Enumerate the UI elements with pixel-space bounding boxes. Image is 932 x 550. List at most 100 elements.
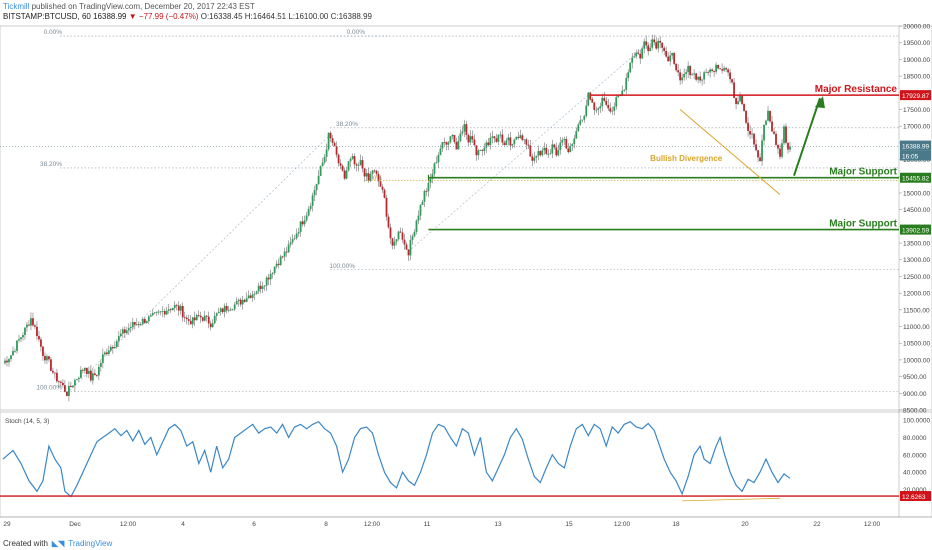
- candle-body: [105, 352, 108, 355]
- candle-body: [259, 285, 262, 289]
- created-with-label: Created with: [3, 539, 48, 548]
- support-price-tag-2-bg: [900, 224, 931, 235]
- candle-body: [565, 138, 568, 149]
- candle-body: [583, 115, 586, 120]
- candle-body: [81, 369, 84, 371]
- candle-body: [717, 64, 719, 69]
- candle-body: [48, 356, 50, 360]
- candle-body: [573, 138, 576, 145]
- author-link[interactable]: Tickmill: [3, 2, 30, 11]
- candle-body: [129, 327, 132, 329]
- candle-body: [68, 385, 70, 397]
- candle-body: [22, 334, 24, 338]
- candle-body: [70, 385, 72, 388]
- candle-body: [353, 156, 356, 165]
- candle-body: [693, 73, 696, 75]
- candle-body: [729, 72, 731, 80]
- stoch-divergence-line: [682, 497, 781, 502]
- time-tick-label: 29: [3, 521, 11, 528]
- candle-body: [701, 79, 704, 81]
- candle-body: [313, 190, 316, 196]
- candle-body: [85, 367, 88, 374]
- candle-body: [465, 124, 468, 135]
- candle-body: [287, 244, 290, 253]
- candle-body: [325, 149, 328, 157]
- candle-body: [541, 150, 544, 156]
- candle-body: [291, 239, 294, 243]
- candle-body: [469, 136, 472, 143]
- stoch-title: Stoch (14, 5, 3): [5, 418, 49, 425]
- candle-body: [613, 106, 616, 111]
- candle-body: [447, 142, 450, 145]
- candle-body: [425, 190, 428, 192]
- candle-body: [40, 339, 42, 347]
- time-tick-label: 13: [494, 521, 502, 528]
- divergence-line: [679, 109, 781, 196]
- candle-body: [299, 221, 302, 233]
- stoch-tick-label: 60.0000: [903, 452, 927, 459]
- stoch-last-tag-bg: [900, 491, 931, 502]
- candle-body: [457, 140, 460, 150]
- publish-header: Tickmill published on TradingView.com, D…: [3, 2, 255, 11]
- candle-body: [549, 153, 552, 155]
- candle-body: [347, 161, 350, 171]
- candle-body: [713, 71, 715, 72]
- candle-body: [527, 144, 530, 146]
- candle-body: [167, 309, 170, 311]
- candle-body: [83, 367, 86, 371]
- candle-body: [52, 370, 54, 373]
- candle-body: [163, 311, 166, 315]
- candle-body: [97, 366, 100, 376]
- candle-body: [267, 277, 270, 280]
- candle-body: [579, 120, 582, 125]
- candle-body: [155, 311, 158, 313]
- candle-body: [341, 165, 344, 171]
- candle-body: [655, 42, 658, 49]
- candle-body: [207, 316, 210, 324]
- change-arrow: ▼: [128, 12, 137, 21]
- candle-body: [725, 68, 727, 70]
- candle-body: [187, 319, 190, 321]
- candle-body: [761, 140, 763, 162]
- price-tick-label: 11000.00: [903, 324, 930, 331]
- candle-body: [485, 142, 488, 148]
- candle-body: [295, 233, 298, 239]
- candle-body: [309, 205, 312, 210]
- candle-body: [64, 385, 66, 392]
- candle-body: [765, 120, 767, 125]
- candle-body: [95, 375, 98, 376]
- candle-body: [661, 42, 664, 48]
- candle-body: [393, 241, 396, 246]
- candle-body: [20, 337, 22, 340]
- candle-body: [675, 63, 678, 71]
- tradingview-brand[interactable]: TradingView: [68, 539, 113, 548]
- candle-body: [649, 47, 652, 52]
- candle-body: [467, 134, 470, 143]
- tradingview-logo-icon[interactable]: ◣◥: [51, 539, 65, 548]
- candle-body: [311, 195, 314, 206]
- candle-body: [363, 168, 366, 177]
- candle-body: [419, 204, 422, 216]
- candle-body: [769, 110, 771, 122]
- candle-body: [739, 95, 741, 102]
- candle-body: [397, 231, 400, 240]
- change-value: −77.99 (−0.47%): [138, 12, 199, 21]
- candle-body: [609, 108, 612, 112]
- candle-body: [89, 370, 92, 381]
- candle-body: [189, 320, 192, 325]
- candle-body: [697, 76, 700, 80]
- time-tick-label: 12:00: [364, 521, 381, 528]
- candle-body: [317, 175, 320, 184]
- candle-body: [737, 101, 739, 105]
- candle-body: [93, 373, 96, 376]
- candle-body: [277, 263, 280, 265]
- candle-body: [373, 170, 376, 172]
- candle-body: [249, 295, 252, 298]
- candle-body: [443, 142, 446, 143]
- candle-body: [625, 78, 628, 90]
- candle-body: [293, 238, 296, 240]
- candle-body: [767, 110, 769, 121]
- candle-body: [449, 136, 452, 143]
- candle-body: [707, 71, 710, 73]
